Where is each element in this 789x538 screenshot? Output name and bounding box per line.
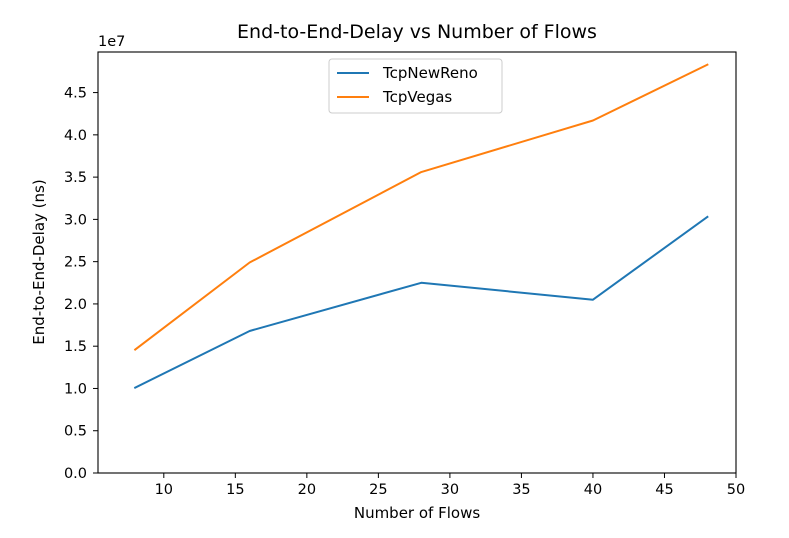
data-point-tcpnewreno — [134, 387, 136, 389]
y-tick-label: 4.5 — [64, 86, 87, 102]
x-axis-ticks: 10 15 20 25 30 35 40 45 50 — [155, 473, 745, 498]
data-point-tcpvegas — [592, 119, 594, 121]
y-tick-label: 1.0 — [64, 381, 87, 397]
data-point-tcpvegas — [420, 171, 422, 173]
x-tick-label: 40 — [584, 482, 602, 498]
y-tick-label: 1.5 — [64, 339, 87, 355]
data-point-tcpnewreno — [420, 282, 422, 284]
plot-area — [97, 51, 737, 474]
legend: TcpNewReno TcpVegas — [328, 58, 503, 114]
x-tick-label: 20 — [298, 482, 316, 498]
data-point-tcpnewreno — [249, 330, 251, 332]
data-point-tcpvegas — [134, 349, 136, 351]
y-tick-label: 0.0 — [64, 466, 87, 482]
legend-label-tcpnewreno: TcpNewReno — [382, 64, 478, 82]
x-tick-label: 35 — [512, 482, 530, 498]
x-tick-label: 50 — [727, 482, 745, 498]
y-tick-label: 3.0 — [64, 212, 87, 228]
y-axis-ticks: 0.0 0.5 1.0 1.5 2.0 2.5 3.0 3.5 4.0 4.5 — [64, 86, 98, 482]
y-tick-label: 2.5 — [64, 255, 87, 271]
data-point-tcpvegas — [249, 262, 251, 264]
y-axis-offset-label: 1e7 — [98, 34, 125, 50]
y-tick-label: 0.5 — [64, 424, 87, 440]
x-tick-label: 30 — [441, 482, 459, 498]
chart-title: End-to-End-Delay vs Number of Flows — [237, 21, 597, 43]
series-line-tcpnewreno — [133, 215, 709, 389]
y-tick-label: 3.5 — [64, 170, 87, 186]
y-tick-label: 2.0 — [64, 297, 87, 313]
y-axis-label: End-to-End-Delay (ns) — [30, 179, 48, 344]
series-lines — [133, 63, 709, 389]
legend-entries: TcpNewReno TcpVegas — [337, 64, 478, 106]
data-point-tcpnewreno — [706, 216, 708, 218]
data-point-tcpvegas — [706, 64, 708, 66]
x-tick-label: 45 — [655, 482, 673, 498]
plot-border — [97, 51, 737, 474]
legend-box — [328, 58, 503, 114]
x-axis-label: Number of Flows — [354, 504, 480, 522]
x-tick-label: 15 — [226, 482, 244, 498]
x-tick-label: 25 — [369, 482, 387, 498]
y-tick-label: 4.0 — [64, 128, 87, 144]
x-tick-label: 10 — [155, 482, 173, 498]
data-point-tcpnewreno — [592, 299, 594, 301]
series-line-tcpvegas — [133, 63, 709, 351]
legend-label-tcpvegas: TcpVegas — [382, 88, 452, 106]
